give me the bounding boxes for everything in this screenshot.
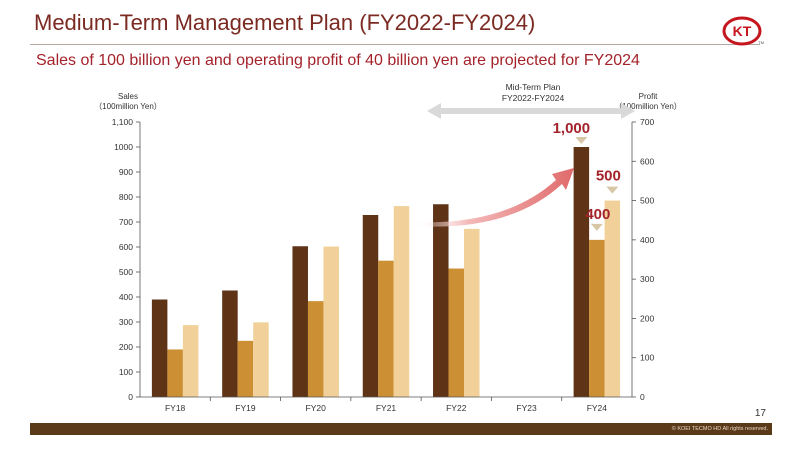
right-tick-label: 600 [640,156,654,166]
right-axis-title: Profit （100million Yen） [605,92,691,112]
logo-letters: KT [733,23,752,39]
bar-operating-profit-fy24 [589,239,605,397]
bar-profit-fy20 [323,246,339,397]
left-axis-title-line2: （100million Yen） [94,102,162,111]
left-tick-label: 400 [119,292,133,302]
left-tick-label: 700 [119,217,133,227]
operating-profit-target-marker [590,223,603,231]
profit-target-label: 500 [596,168,621,185]
left-tick-label: 200 [119,342,133,352]
bar-sales-fy19 [222,290,238,397]
footer-bar [30,423,772,435]
bar-profit-fy21 [393,206,410,397]
left-tick-label: 900 [119,167,133,177]
right-tick-label: 300 [640,274,654,284]
x-tick-label-fy22: FY22 [446,403,467,413]
left-axis-title: Sales （100million Yen） [88,92,168,112]
right-tick-label: 500 [640,196,654,206]
left-tick-label: 800 [119,192,133,202]
left-tick-label: 600 [119,242,133,252]
bar-sales-fy24 [573,147,590,397]
bar-profit-fy24 [604,200,621,397]
right-tick-label: 700 [640,117,654,127]
growth-arrow [412,168,574,227]
page-number: 17 [754,408,766,419]
title-divider [30,44,760,45]
operating-profit-target-label: 400 [585,206,610,223]
right-axis-title-line2: （100million Yen） [614,102,682,111]
profit-target-marker [606,186,619,194]
left-tick-label: 0 [128,392,133,402]
bar-operating-profit-fy21 [378,260,394,397]
left-tick-label: 300 [119,317,133,327]
left-tick-label: 500 [119,267,133,277]
bar-sales-fy18 [151,299,168,397]
sales-target-label: 1,000 [553,120,591,137]
left-axis-title-line1: Sales [117,92,138,101]
left-tick-label: 1,100 [112,117,134,127]
mid-term-plan-label: Mid-Term Plan FY2022-FY2024 [478,82,588,104]
page-subtitle: Sales of 100 billion yen and operating p… [36,52,640,69]
x-tick-label-fy24: FY24 [587,403,608,413]
x-tick-label-fy20: FY20 [306,403,327,413]
bar-operating-profit-fy20 [307,301,324,397]
right-tick-label: 400 [640,235,654,245]
x-tick-label-fy18: FY18 [165,403,186,413]
bar-operating-profit-fy22 [448,268,465,397]
plan-range-arrowhead-left [427,103,441,119]
koei-tecmo-logo: KT TM [722,16,764,46]
bar-sales-fy21 [362,215,379,397]
copyright-text: © KOEI TECMO HD All rights reserved. [671,426,768,432]
bar-operating-profit-fy19 [237,340,254,397]
page-title: Medium-Term Management Plan (FY2022-FY20… [34,10,536,35]
plan-label-line1: Mid-Term Plan [505,82,561,92]
bar-sales-fy22 [433,204,449,397]
plan-label-line2: FY2022-FY2024 [501,93,565,103]
bar-profit-fy22 [464,228,480,397]
right-tick-label: 100 [640,353,654,363]
x-tick-label-fy23: FY23 [516,403,537,413]
bar-operating-profit-fy18 [167,349,183,397]
x-tick-label-fy19: FY19 [235,403,256,413]
x-tick-label-fy21: FY21 [376,403,397,413]
bar-profit-fy19 [253,322,269,397]
bar-profit-fy18 [182,325,199,397]
left-tick-label: 1000 [114,142,133,152]
right-axis-title-line1: Profit [638,92,658,101]
plan-range-arrowhead-right [621,103,635,119]
sales-target-marker [575,137,588,144]
logo-trademark: TM [758,40,764,45]
right-tick-label: 0 [640,392,645,402]
right-tick-label: 200 [640,313,654,323]
bar-sales-fy20 [292,246,308,397]
left-tick-label: 100 [119,367,133,377]
